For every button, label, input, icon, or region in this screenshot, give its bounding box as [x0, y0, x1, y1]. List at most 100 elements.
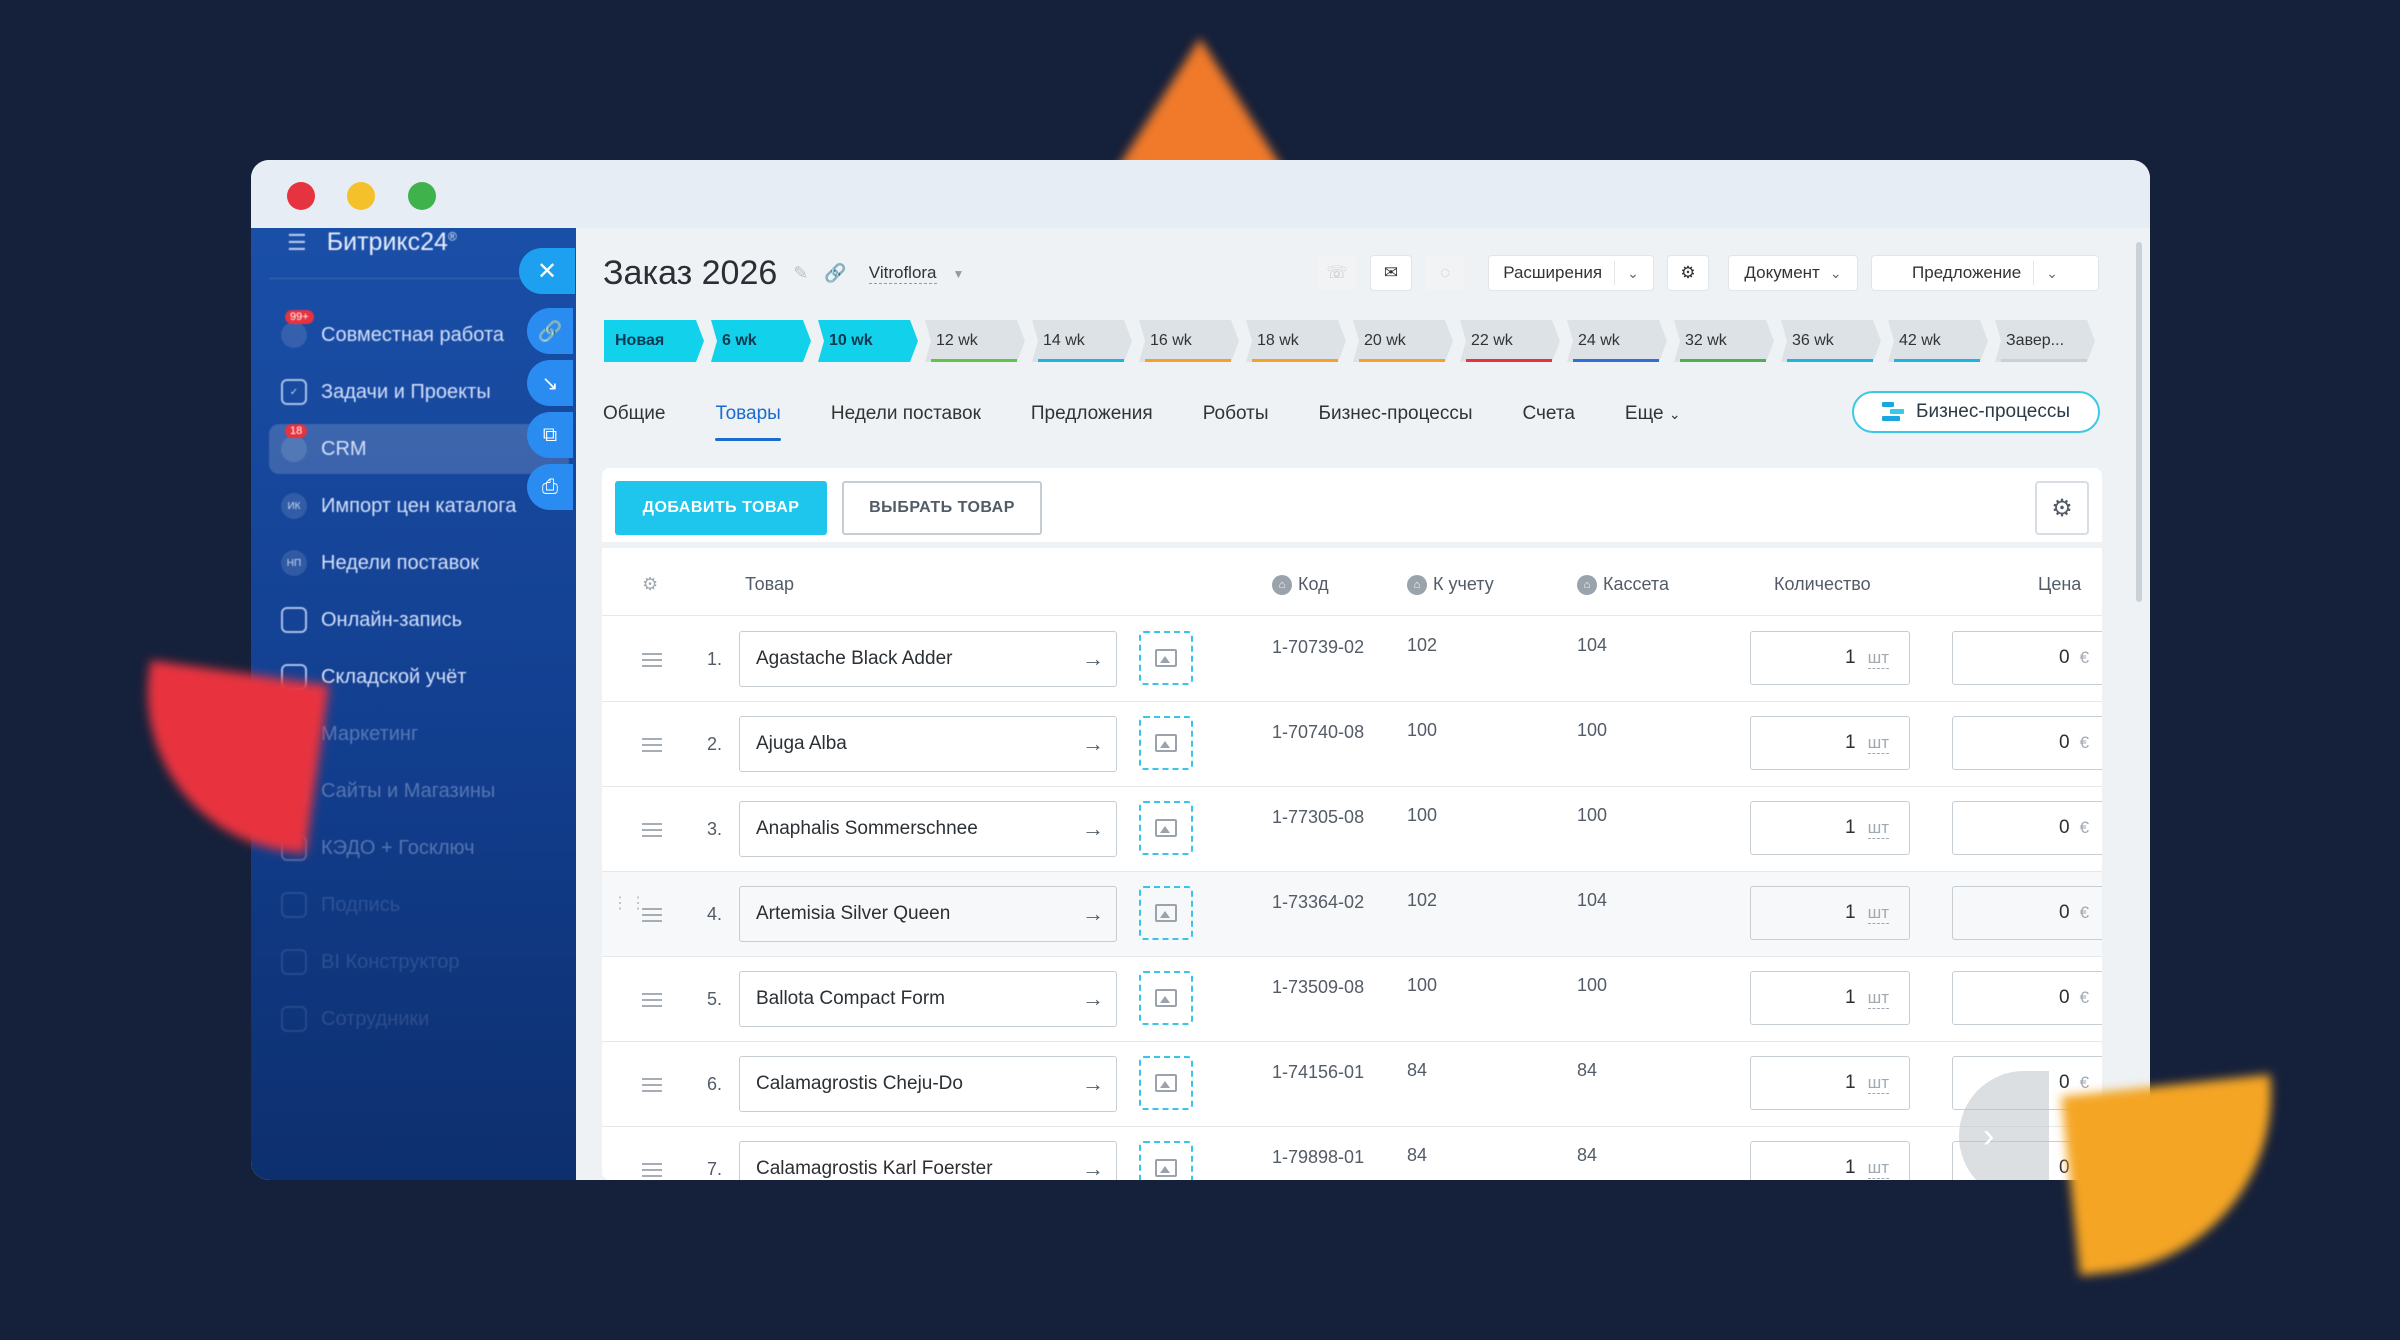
stage-6[interactable]: 18 wk [1246, 320, 1346, 362]
table-settings-button[interactable]: ⚙ [2035, 481, 2089, 535]
product-name-field[interactable]: Calamagrostis Cheju-Do → [739, 1056, 1117, 1112]
drag-handle-icon[interactable] [642, 1163, 662, 1177]
tab-business-processes[interactable]: Бизнес-процессы [1318, 403, 1473, 424]
arrow-right-icon[interactable]: → [1082, 731, 1104, 756]
arrow-right-icon[interactable]: → [1082, 816, 1104, 841]
stage-0[interactable]: Новая [604, 320, 704, 362]
product-name-field[interactable]: Ajuga Alba → [739, 716, 1117, 772]
column-header-code[interactable]: ⌂ Код [1272, 574, 1329, 595]
proposal-dropdown[interactable]: Предложение ⌄ [1871, 255, 2099, 291]
tab-proposals[interactable]: Предложения [1030, 403, 1153, 424]
drag-handle-icon[interactable] [642, 823, 662, 837]
table-row[interactable]: 3. Anaphalis Sommerschnee → 1-77305-08 100 10… [602, 787, 2102, 872]
unit-selector[interactable]: шт [1867, 1072, 1889, 1094]
sidebar-item-crm[interactable]: 18 CRM [269, 424, 569, 474]
column-header-product[interactable]: Товар [745, 574, 794, 594]
quantity-input[interactable]: 1 шт [1750, 1056, 1910, 1110]
stage-9[interactable]: 24 wk [1567, 320, 1667, 362]
quantity-input[interactable]: 1 шт [1750, 971, 1910, 1025]
table-row[interactable]: 6. Calamagrostis Cheju-Do → 1-74156-01 84 84 1… [602, 1042, 2102, 1127]
settings-button[interactable]: ⚙ [1667, 255, 1709, 291]
edit-title-icon[interactable]: ✎ [793, 263, 809, 283]
copy-link-icon[interactable]: 🔗 [824, 263, 847, 283]
print-button[interactable]: ⎙ [527, 464, 573, 510]
unit-selector[interactable]: шт [1867, 1157, 1889, 1179]
sidebar-item-sites[interactable]: Сайты и Магазины [281, 766, 571, 816]
product-image-upload[interactable] [1139, 886, 1193, 940]
sidebar-item-booking[interactable]: Онлайн-запись [281, 595, 571, 645]
unit-selector[interactable]: шт [1867, 817, 1889, 839]
sidebar-item-bi[interactable]: BI Конструктор [281, 937, 571, 987]
product-image-upload[interactable] [1139, 631, 1193, 685]
document-dropdown[interactable]: Документ ⌄ [1728, 255, 1858, 291]
row-grip-icon[interactable]: ⋮⋮ [612, 895, 648, 912]
quantity-input[interactable]: 1 шт [1750, 631, 1910, 685]
chevron-down-icon[interactable]: ▼ [952, 266, 965, 281]
drag-handle-icon[interactable] [642, 1078, 662, 1092]
tab-robots[interactable]: Роботы [1202, 403, 1269, 424]
product-name-field[interactable]: Calamagrostis Karl Foerster → [739, 1141, 1117, 1180]
tab-invoices[interactable]: Счета [1522, 403, 1575, 424]
price-input[interactable]: 0€ [1952, 631, 2102, 685]
arrow-right-icon[interactable]: → [1082, 646, 1104, 671]
copy-link-button[interactable]: 🔗 [527, 308, 573, 354]
sidebar-item-tasks[interactable]: ✓ Задачи и Проекты [281, 367, 571, 417]
table-row[interactable]: 5. Ballota Compact Form → 1-73509-08 100 100 1… [602, 957, 2102, 1042]
tab-general[interactable]: Общие [603, 403, 666, 424]
menu-icon[interactable]: ☰ [287, 229, 307, 255]
business-processes-button[interactable]: Бизнес-процессы [1852, 391, 2100, 433]
extensions-dropdown[interactable]: Расширения ⌄ [1488, 255, 1654, 291]
price-input[interactable]: 0€ [1952, 886, 2102, 940]
quantity-input[interactable]: 1 шт [1750, 1141, 1910, 1180]
quantity-input[interactable]: 1 шт [1750, 716, 1910, 770]
company-selector[interactable]: Vitroflora [868, 263, 937, 284]
sidebar-item-signature[interactable]: Подпись [281, 880, 571, 930]
tab-supply-weeks[interactable]: Недели поставок [830, 403, 981, 424]
minimize-slider-button[interactable]: ↘ [527, 360, 573, 406]
unit-selector[interactable]: шт [1867, 647, 1889, 669]
drag-handle-icon[interactable] [642, 908, 662, 922]
table-row[interactable]: 7. Calamagrostis Karl Foerster → 1-79898-01… [602, 1127, 2102, 1180]
unit-selector[interactable]: шт [1867, 902, 1889, 924]
sidebar-item-kedo[interactable]: КЭДО + Госключ [281, 823, 571, 873]
chat-button[interactable]: ◌ [1424, 255, 1466, 291]
column-settings-icon[interactable]: ⚙ [642, 574, 659, 594]
column-header-cassette[interactable]: ⌂ Кассета [1577, 574, 1669, 595]
stage-12[interactable]: 42 wk [1888, 320, 1988, 362]
price-input[interactable]: 0€ [1952, 801, 2102, 855]
drag-handle-icon[interactable] [642, 738, 662, 752]
arrow-right-icon[interactable]: → [1082, 1156, 1104, 1180]
table-row[interactable]: 1. Agastache Black Adder → 1-70739-02 102 104… [602, 617, 2102, 702]
close-slider-button[interactable]: ✕ [519, 248, 575, 294]
quantity-input[interactable]: 1 шт [1750, 886, 1910, 940]
sidebar-item-employees[interactable]: Сотрудники [281, 994, 571, 1044]
stage-4[interactable]: 14 wk [1032, 320, 1132, 362]
open-new-window-button[interactable]: ⧉ [527, 412, 573, 458]
drag-handle-icon[interactable] [642, 653, 662, 667]
add-product-button[interactable]: ДОБАВИТЬ ТОВАР [615, 481, 827, 535]
product-image-upload[interactable] [1139, 1056, 1193, 1110]
price-input[interactable]: 0€ [1952, 971, 2102, 1025]
column-header-account[interactable]: ⌂ К учету [1407, 574, 1494, 595]
email-button[interactable]: ✉ [1370, 255, 1412, 291]
stage-5[interactable]: 16 wk [1139, 320, 1239, 362]
tab-more[interactable]: Еще ⌄ [1625, 395, 1681, 433]
product-name-field[interactable]: Agastache Black Adder → [739, 631, 1117, 687]
page-scrollbar[interactable] [2136, 242, 2142, 602]
product-image-upload[interactable] [1139, 971, 1193, 1025]
call-button[interactable]: ☏ [1316, 255, 1358, 291]
arrow-right-icon[interactable]: → [1082, 1071, 1104, 1096]
select-product-button[interactable]: ВЫБРАТЬ ТОВАР [842, 481, 1042, 535]
product-name-field[interactable]: Anaphalis Sommerschnee → [739, 801, 1117, 857]
stage-3[interactable]: 12 wk [925, 320, 1025, 362]
stage-8[interactable]: 22 wk [1460, 320, 1560, 362]
window-minimize-button[interactable] [347, 182, 375, 210]
table-row[interactable]: 2. Ajuga Alba → 1-70740-08 100 100 1 шт 0 € [602, 702, 2102, 787]
stage-1[interactable]: 6 wk [711, 320, 811, 362]
sidebar-item-catalog-import[interactable]: ИК Импорт цен каталога [281, 481, 571, 531]
tab-products[interactable]: Товары [715, 395, 782, 441]
price-input[interactable]: 0€ [1952, 716, 2102, 770]
column-header-quantity[interactable]: Количество [1774, 574, 1871, 594]
drag-handle-icon[interactable] [642, 993, 662, 1007]
product-name-field[interactable]: Ballota Compact Form → [739, 971, 1117, 1027]
